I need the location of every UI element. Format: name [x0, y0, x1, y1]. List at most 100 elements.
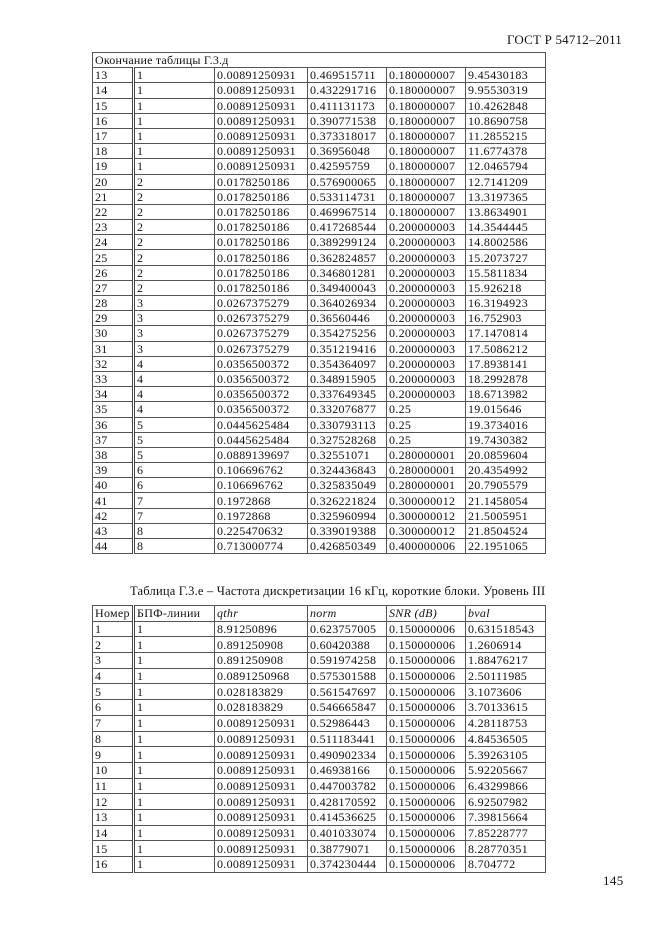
table-row: 4 1 0.0891250968 0.575301588 0.150000006 2.50… [92, 667, 546, 685]
table-g3e: Номер БПФ-линии qthr norm SNR (dB) bval … [92, 605, 546, 873]
table-cell: 0.150000006 [386, 746, 466, 763]
table-cell: 0.180000007 [386, 143, 466, 160]
table-cell: 2 [132, 188, 215, 205]
table-cell: 0.511183441 [307, 730, 387, 748]
table-cell: 0.200000003 [386, 325, 466, 342]
table-cell: 23 [92, 219, 134, 236]
table-cell: 6 [92, 699, 134, 716]
table-cell: 1 [132, 112, 215, 129]
page-number: 145 [603, 873, 624, 888]
column-header: БПФ-линии [132, 605, 215, 622]
table-row: 16 1 0.00891250931 0.390771538 0.180000007 10… [92, 112, 546, 129]
table-cell: 0.180000007 [386, 188, 466, 205]
table-cell: 1 [132, 143, 215, 160]
table-cell: 0.374230444 [307, 856, 387, 873]
table-cell: 0.324436843 [307, 462, 387, 479]
table-cell: 10 [92, 761, 134, 779]
table-cell: 12.0465794 [465, 158, 546, 175]
table-caption: Окончание таблицы Г.3.д [92, 51, 546, 69]
table-cell: 0.46938166 [307, 761, 387, 779]
table-cell: 0.0178250186 [214, 188, 308, 205]
table-cell: 0.225470632 [214, 522, 308, 540]
table-cell: 0.351219416 [307, 340, 387, 357]
table-cell: 8.91250896 [214, 620, 308, 638]
table-cell: 0.00891250931 [214, 158, 308, 175]
table-cell: 1 [132, 620, 215, 638]
table-cell: 0.00891250931 [214, 777, 308, 795]
table-row: 27 2 0.0178250186 0.349400043 0.200000003 15.… [92, 279, 546, 297]
table-cell: 1 [132, 714, 215, 732]
table-row: 26 2 0.0178250186 0.346801281 0.200000003 15.… [92, 264, 546, 281]
table-row: 33 4 0.0356500372 0.348915905 0.200000003 18.… [92, 370, 546, 388]
column-header: norm [307, 605, 387, 622]
table-cell: 2 [132, 249, 215, 266]
table-cell: 0.00891250931 [214, 856, 308, 873]
table-cell: 1 [132, 636, 215, 654]
table-cell: 0.546665847 [307, 699, 387, 716]
table-cell: 0.0445625484 [214, 416, 308, 433]
table-cell: 0.25 [386, 416, 466, 433]
table-cell: 16 [92, 856, 134, 873]
table-cell: 18.6713982 [465, 386, 546, 403]
table-cell: 0.00891250931 [214, 808, 308, 826]
table-cell: 5 [132, 416, 215, 433]
table-cell: 8.28770351 [465, 840, 546, 857]
table-cell: 0.150000006 [386, 667, 466, 685]
table-row: 40 6 0.106696762 0.325835049 0.280000001 20.7… [92, 477, 546, 494]
table-cell: 17.8938141 [465, 355, 546, 372]
table-cell: 0.200000003 [386, 219, 466, 236]
table-cell: 8 [92, 730, 134, 748]
table-cell: 25 [92, 249, 134, 266]
table-cell: 41 [92, 492, 134, 509]
table-cell: 20 [92, 173, 134, 190]
table-row: 41 7 0.1972868 0.326221824 0.300000012 21.145… [92, 492, 546, 509]
table-cell: 0.0267375279 [214, 325, 308, 342]
table-cell: 19 [92, 158, 134, 175]
table-row: 42 7 0.1972868 0.325960994 0.300000012 21.500… [92, 507, 546, 524]
table-cell: 7 [92, 714, 134, 732]
table-cell: 17.1470814 [465, 325, 546, 342]
table-cell: 9 [92, 746, 134, 763]
table-cell: 0.401033074 [307, 824, 387, 842]
table-cell: 16 [92, 112, 134, 129]
table-cell: 20.4354992 [465, 462, 546, 479]
table-row: 7 1 0.00891250931 0.52986443 0.150000006 4.28… [92, 714, 546, 732]
table-cell: 0.180000007 [386, 97, 466, 114]
table-cell: 6.43299866 [465, 777, 546, 795]
table-cell: 0.414536625 [307, 808, 387, 826]
table-cell: 0.106696762 [214, 462, 308, 479]
table-cell: 0.400000006 [386, 537, 466, 555]
table-cell: 30 [92, 325, 134, 342]
table-cell: 37 [92, 431, 134, 448]
table-cell: 0.623757005 [307, 620, 387, 638]
table-cell: 4 [132, 370, 215, 388]
table-cell: 0.200000003 [386, 370, 466, 388]
table-row: 16 1 0.00891250931 0.374230444 0.150000006 8.… [92, 856, 546, 873]
table-cell: 3 [132, 310, 215, 327]
table-cell: 6 [132, 477, 215, 494]
table-cell: 5 [92, 683, 134, 701]
table-cell: 0.150000006 [386, 699, 466, 716]
table-title: Таблица Г.3.е – Частота дискретизации 16… [130, 584, 546, 598]
table-cell: 0.180000007 [386, 112, 466, 129]
table-row: 13 1 0.00891250931 0.469515711 0.180000007 9.… [92, 67, 546, 84]
table-cell: 0.373318017 [307, 127, 387, 145]
table-cell: 34 [92, 386, 134, 403]
table-cell: 1 [132, 683, 215, 701]
table-cell: 0.0356500372 [214, 355, 308, 372]
table-cell: 0.0356500372 [214, 370, 308, 388]
table-cell: 9.95530319 [465, 82, 546, 99]
table-cell: 14.3544445 [465, 219, 546, 236]
table-row: 15 1 0.00891250931 0.411131173 0.180000007 10… [92, 97, 546, 114]
table-cell: 0.150000006 [386, 824, 466, 842]
table-cell: 0.200000003 [386, 294, 466, 312]
table-cell: 0.028183829 [214, 683, 308, 701]
table-cell: 35 [92, 401, 134, 418]
table-row: 18 1 0.00891250931 0.36956048 0.180000007 11.… [92, 143, 546, 160]
table-cell: 0.300000012 [386, 492, 466, 509]
table-cell: 0.36956048 [307, 143, 387, 160]
table-cell: 1 [132, 652, 215, 669]
table-cell: 4 [132, 355, 215, 372]
table-cell: 8 [132, 537, 215, 555]
table-cell: 2 [92, 636, 134, 654]
